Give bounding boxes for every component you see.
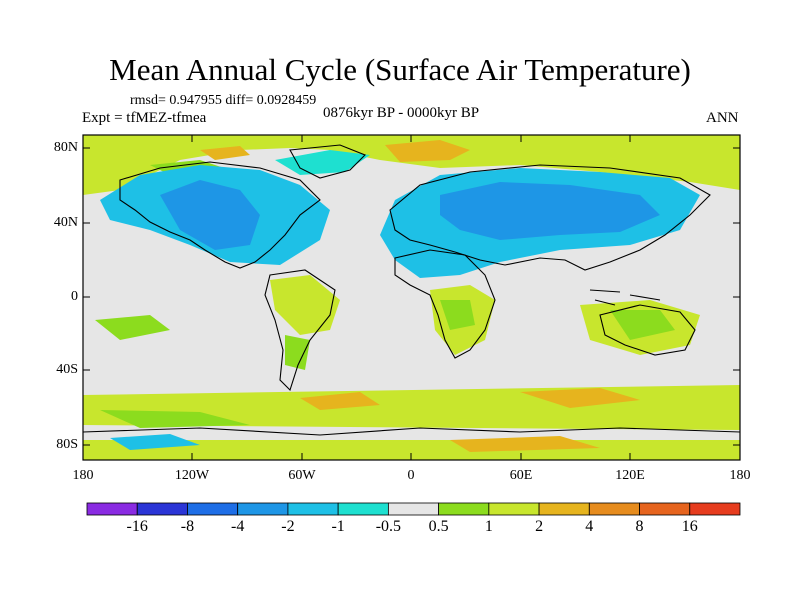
y-tick-label: 80N (53, 140, 78, 155)
rmsd-diff-stats: rmsd= 0.947955 diff= 0.0928459 (130, 93, 317, 108)
colorbar-label: 4 (585, 518, 594, 535)
field-arctic-warm (83, 135, 740, 195)
colorbar-label: 8 (635, 518, 644, 535)
map-title: Mean Annual Cycle (Surface Air Temperatu… (109, 52, 691, 87)
season-label: ANN (706, 110, 739, 126)
colorbar-label: 16 (681, 518, 698, 535)
field-arctic-warm-strong (385, 140, 470, 162)
colorbar-label: 1 (484, 518, 493, 535)
colorbar-swatch (136, 502, 188, 516)
colorbar-label: -0.5 (375, 518, 402, 535)
colorbar-swatch (387, 502, 440, 516)
colorbar (86, 502, 741, 516)
colorbar-swatch (237, 502, 289, 516)
field-pacific-light (95, 315, 170, 340)
colorbar-label: 2 (535, 518, 544, 535)
y-tick-label: 0 (71, 289, 78, 304)
colorbar-swatch (588, 502, 640, 516)
y-tick-label: 40N (53, 215, 78, 230)
x-tick-label: 180 (729, 468, 751, 483)
field-southern-warm-strong (300, 392, 380, 410)
colorbar-label: -1 (331, 518, 345, 535)
period-label: 0876kyr BP - 0000kyr BP (323, 105, 480, 121)
colorbar-swatch (287, 502, 339, 516)
coast-indonesia (589, 289, 661, 306)
field-southern-light (100, 410, 250, 428)
field-arctic-warm-strong-2 (200, 146, 250, 160)
x-tick-label: 0 (407, 468, 415, 483)
colorbar-label: -8 (180, 518, 195, 535)
colorbar-label: -16 (126, 518, 148, 535)
colorbar-swatch (689, 502, 741, 516)
colorbar-label: 0.5 (428, 518, 449, 535)
coast-greenland (289, 144, 366, 179)
field-southern-warm-strong-2 (520, 388, 640, 408)
coast-europe-asia (389, 164, 711, 271)
coast-australia (599, 304, 696, 356)
x-tick-label: 60E (509, 468, 533, 483)
coast-antarctica (83, 427, 740, 436)
x-tick-label: 180 (72, 468, 94, 483)
axis-ticks (82, 135, 741, 460)
field-samerica-warm (270, 275, 340, 335)
colorbar-swatch (538, 502, 590, 516)
field-eurasia-cool-strong (440, 182, 660, 240)
experiment-label: Expt = tfMEZ-tfmea (82, 110, 207, 126)
field-namerica-cool-light (275, 150, 370, 175)
field-antarctic-warm-strong (450, 436, 600, 452)
field-antarctic-cool (110, 434, 200, 450)
x-tick-label: 120E (615, 468, 645, 483)
field-australia-light (610, 310, 675, 340)
colorbar-swatch (187, 502, 239, 516)
coast-north-america (119, 161, 321, 269)
y-tick-label: 40S (56, 362, 78, 377)
x-tick-label: 60W (288, 468, 316, 483)
field-africa-light (440, 300, 475, 330)
field-namerica-cool-strong (160, 180, 260, 250)
colorbar-swatch (86, 502, 138, 516)
temperature-field (83, 135, 740, 460)
colorbar-label: -4 (231, 518, 245, 535)
colorbar-swatch (639, 502, 691, 516)
coastlines (83, 144, 740, 436)
colorbar-swatch (438, 502, 490, 516)
x-tick-label: 120W (174, 468, 210, 483)
colorbar-swatch (488, 502, 540, 516)
coast-south-america (264, 269, 336, 392)
colorbar-swatch (337, 502, 389, 516)
y-tick-label: 80S (56, 437, 78, 452)
colorbar-label: -2 (281, 518, 295, 535)
field-samerica-light (285, 335, 310, 370)
coast-africa (394, 249, 496, 359)
